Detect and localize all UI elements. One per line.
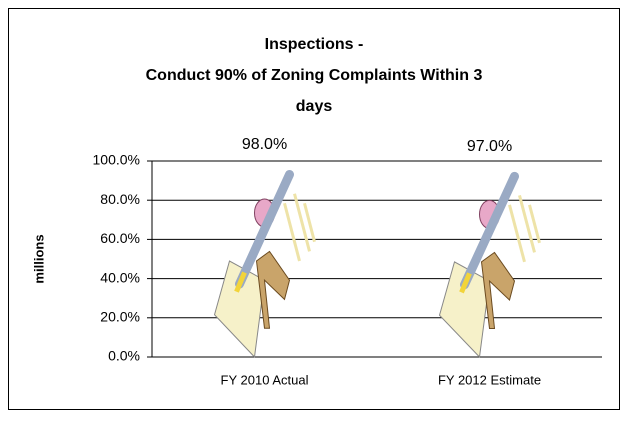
y-axis-label: millions [31,234,46,283]
y-tick-label: 100.0% [93,152,140,168]
data-label: 97.0% [467,138,512,155]
x-tick-label: FY 2010 Actual [221,372,309,387]
y-tick-label: 20.0% [100,309,140,325]
y-tick-label: 60.0% [100,230,140,246]
chart-title: Inspections - [265,36,364,53]
y-tick-label: 0.0% [108,348,140,364]
y-tick-label: 80.0% [100,191,140,207]
chart-title: Conduct 90% of Zoning Complaints Within … [146,67,483,84]
chart: Inspections - Conduct 90% of Zoning Comp… [0,0,629,419]
y-tick-label: 40.0% [100,269,140,285]
chart-title: days [296,98,333,115]
x-tick-label: FY 2012 Estimate [438,372,541,387]
data-label: 98.0% [242,136,287,153]
